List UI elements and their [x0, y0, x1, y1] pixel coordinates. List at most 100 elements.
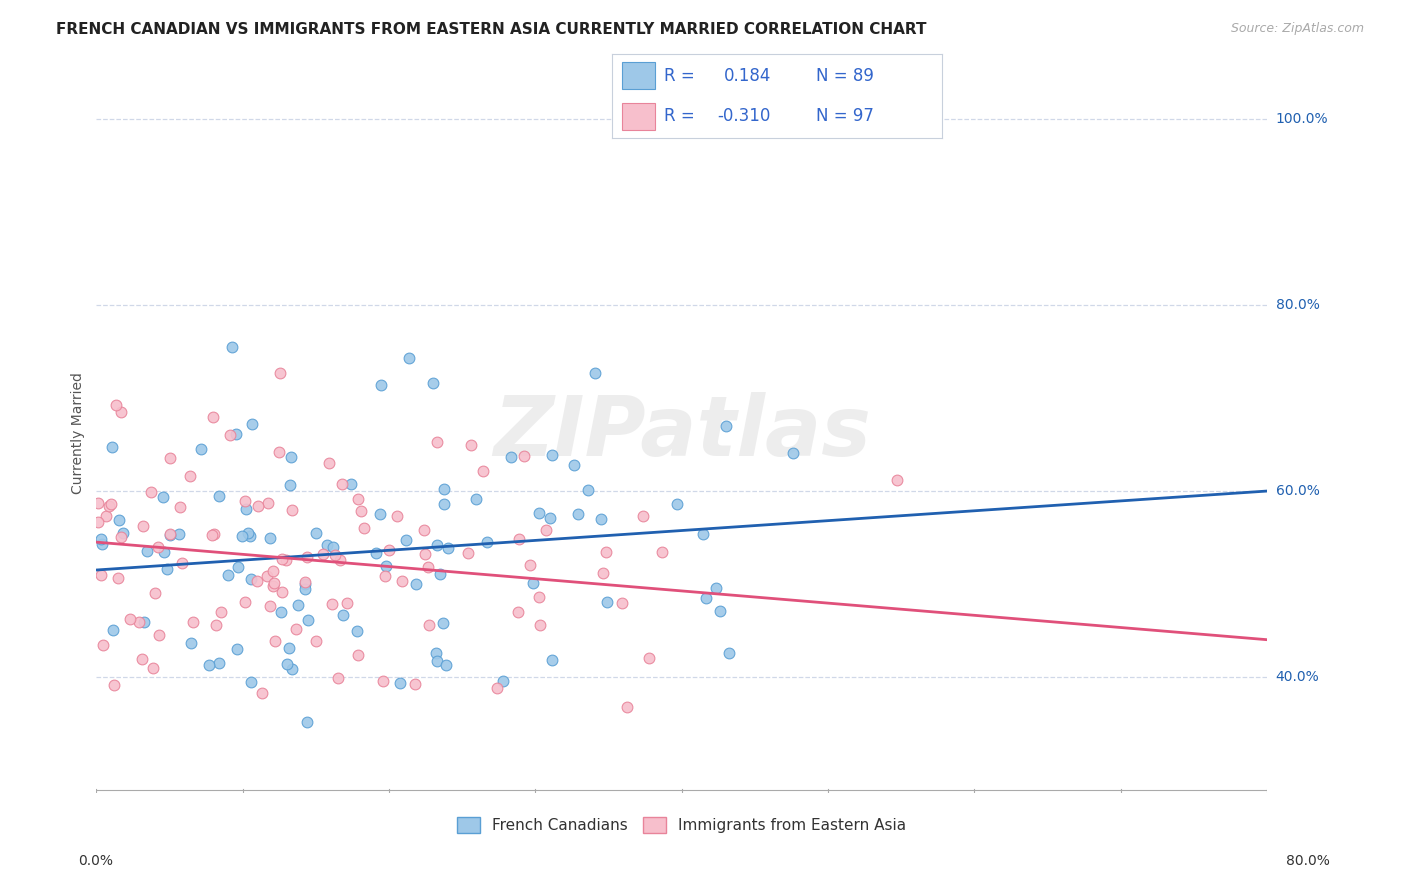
Point [434, 658, 457, 673]
Point [294, 574, 316, 589]
Point [107, 570, 129, 584]
FancyBboxPatch shape [621, 103, 655, 130]
Point [139, 484, 162, 499]
Point [172, 556, 194, 570]
Point [269, 366, 291, 380]
Point [583, 366, 606, 380]
Point [270, 584, 292, 599]
Point [101, 440, 124, 454]
Legend: French Canadians, Immigrants from Eastern Asia: French Canadians, Immigrants from Easter… [451, 811, 912, 839]
Point [405, 577, 427, 591]
Point [651, 545, 673, 559]
Point [374, 569, 396, 583]
Point [318, 456, 340, 470]
Point [271, 552, 294, 566]
Point [131, 652, 153, 666]
Point [322, 541, 344, 555]
Point [541, 653, 564, 667]
Point [287, 598, 309, 612]
Point [197, 658, 219, 673]
Point [718, 646, 741, 660]
Point [391, 574, 413, 588]
Point [202, 526, 225, 541]
Point [638, 651, 661, 665]
Point [110, 530, 132, 544]
Point [159, 450, 181, 465]
Text: R =: R = [665, 107, 700, 125]
Point [169, 500, 191, 514]
Point [205, 618, 228, 632]
Point [278, 641, 301, 656]
Point [131, 518, 153, 533]
Point [350, 504, 373, 518]
Point [86, 496, 108, 510]
Point [132, 615, 155, 629]
Point [364, 546, 387, 560]
Point [264, 634, 287, 648]
Point [110, 405, 132, 419]
Point [143, 586, 166, 600]
Text: 0.0%: 0.0% [79, 855, 112, 868]
Point [155, 562, 177, 576]
Point [91, 638, 114, 652]
Point [231, 528, 253, 542]
Point [295, 714, 318, 729]
Point [297, 550, 319, 565]
Point [225, 426, 247, 441]
Point [263, 575, 285, 590]
Point [886, 473, 908, 487]
Point [368, 507, 391, 521]
Point [236, 526, 259, 541]
Text: FRENCH CANADIAN VS IMMIGRANTS FROM EASTERN ASIA CURRENTLY MARRIED CORRELATION CH: FRENCH CANADIAN VS IMMIGRANTS FROM EASTE… [56, 22, 927, 37]
Point [416, 560, 439, 574]
Point [346, 492, 368, 507]
Point [252, 686, 274, 700]
Point [228, 559, 250, 574]
Point [529, 617, 551, 632]
Point [596, 595, 619, 609]
Point [98, 499, 121, 513]
Point [267, 444, 290, 458]
Point [103, 678, 125, 692]
Point [433, 498, 456, 512]
Point [239, 674, 262, 689]
Point [259, 531, 281, 545]
Point [336, 596, 359, 610]
Point [316, 538, 339, 552]
Point [201, 410, 224, 425]
Point [181, 615, 204, 629]
Point [472, 464, 495, 478]
Point [281, 503, 304, 517]
Text: ZIPatlas: ZIPatlas [492, 392, 870, 474]
Point [328, 671, 350, 685]
Text: N = 97: N = 97 [817, 107, 875, 125]
Point [305, 633, 328, 648]
Point [285, 622, 308, 636]
Point [235, 595, 257, 609]
Point [460, 438, 482, 452]
Point [567, 507, 589, 521]
Text: Source: ZipAtlas.com: Source: ZipAtlas.com [1230, 22, 1364, 36]
Point [370, 378, 392, 392]
Point [209, 605, 232, 619]
Point [136, 544, 159, 558]
Point [695, 591, 717, 606]
Point [534, 523, 557, 537]
Point [221, 340, 243, 354]
Point [631, 508, 654, 523]
Point [262, 565, 284, 579]
Point [294, 582, 316, 597]
Point [353, 521, 375, 535]
Point [562, 458, 585, 472]
Point [340, 476, 363, 491]
Point [148, 628, 170, 642]
Point [208, 656, 231, 670]
Point [475, 535, 498, 549]
Text: 40.0%: 40.0% [1275, 670, 1319, 684]
Point [433, 482, 456, 496]
Point [425, 646, 447, 660]
Point [412, 523, 434, 537]
Point [274, 553, 297, 567]
Point [388, 676, 411, 690]
Point [704, 581, 727, 595]
